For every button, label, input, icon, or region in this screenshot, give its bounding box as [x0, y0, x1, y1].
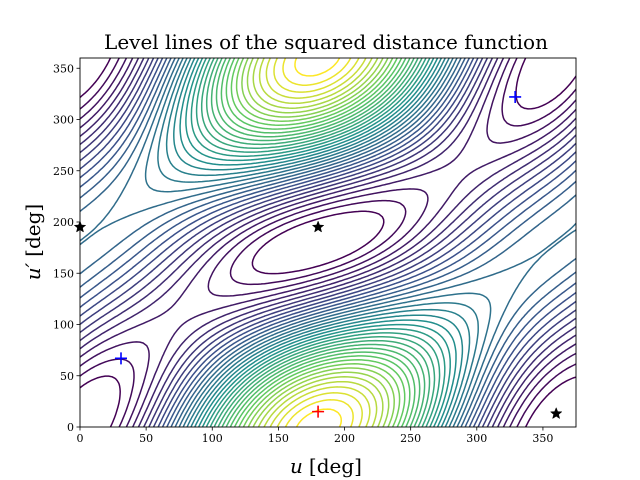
y-tick-label: 150 [53, 267, 74, 280]
contour-level [258, 58, 378, 427]
contour-level [294, 58, 343, 427]
y-axis: 0 50 100 150 200 250 300 350 [53, 62, 80, 434]
contour-level [252, 58, 384, 427]
contour-level [80, 58, 576, 427]
contour-level [165, 58, 471, 427]
x-tick-label: 200 [334, 432, 355, 445]
contour-level [282, 58, 354, 427]
x-tick-label: 0 [77, 432, 84, 445]
contour-level [173, 58, 464, 427]
contour-level [80, 58, 576, 427]
contour-level [230, 58, 406, 427]
y-tick-label: 200 [53, 216, 74, 229]
contour-level [246, 58, 390, 427]
contour-level [157, 58, 479, 427]
contour-level [80, 58, 576, 427]
x-tick-label: 50 [139, 432, 153, 445]
y-axis-label-unit: [deg] [21, 204, 45, 257]
contour-level [195, 58, 441, 427]
x-tick-label: 250 [400, 432, 421, 445]
star-marker [311, 220, 325, 233]
contour-level [205, 58, 431, 427]
x-tick-label: 300 [466, 432, 487, 445]
contour-level [190, 58, 446, 427]
plot-frame [79, 57, 577, 428]
y-axis-label-var: u′ [21, 262, 45, 280]
contour-level [80, 58, 576, 427]
x-axis-label-var: u [290, 454, 303, 478]
y-axis-label: u′ [deg] [21, 204, 45, 280]
contour-lines [80, 58, 576, 427]
contour-level [80, 58, 576, 427]
contour-level [80, 58, 576, 427]
contour-level [179, 58, 457, 427]
contour-level [200, 58, 436, 427]
contour-level [144, 58, 492, 427]
x-tick-label: 100 [202, 432, 223, 445]
x-axis-label: u [deg] [290, 454, 362, 478]
contour-level [265, 58, 371, 427]
contour-level [215, 58, 421, 427]
y-tick-label: 300 [53, 114, 74, 127]
contour-level [80, 58, 576, 427]
contour-level [80, 58, 576, 427]
star-marker [549, 407, 563, 420]
contour-level [80, 58, 576, 427]
y-tick-label: 50 [60, 370, 74, 383]
x-axis-label-unit: [deg] [309, 454, 362, 478]
plus-marker [312, 405, 325, 418]
contour-level [225, 58, 411, 427]
contour-level [241, 58, 395, 427]
contour-level [80, 58, 576, 427]
star-marker [73, 220, 87, 233]
y-tick-label: 350 [53, 62, 74, 75]
contour-level [80, 58, 576, 427]
contour-level [220, 58, 416, 427]
contour-level [185, 58, 451, 427]
contour-level [210, 58, 426, 427]
chart-title: Level lines of the squared distance func… [104, 30, 548, 54]
x-axis: 0 50 100 150 200 250 300 350 [77, 427, 553, 445]
contour-level [235, 58, 401, 427]
contour-level [273, 58, 363, 427]
contour-level [80, 58, 576, 427]
y-tick-label: 100 [53, 319, 74, 332]
plus-marker [509, 90, 522, 103]
plus-marker [115, 352, 128, 365]
x-tick-label: 350 [532, 432, 553, 445]
x-tick-label: 150 [268, 432, 289, 445]
y-tick-label: 250 [53, 165, 74, 178]
markers [73, 90, 563, 420]
contour-level [80, 58, 576, 427]
y-tick-label: 0 [67, 421, 74, 434]
contour-level [80, 58, 576, 427]
